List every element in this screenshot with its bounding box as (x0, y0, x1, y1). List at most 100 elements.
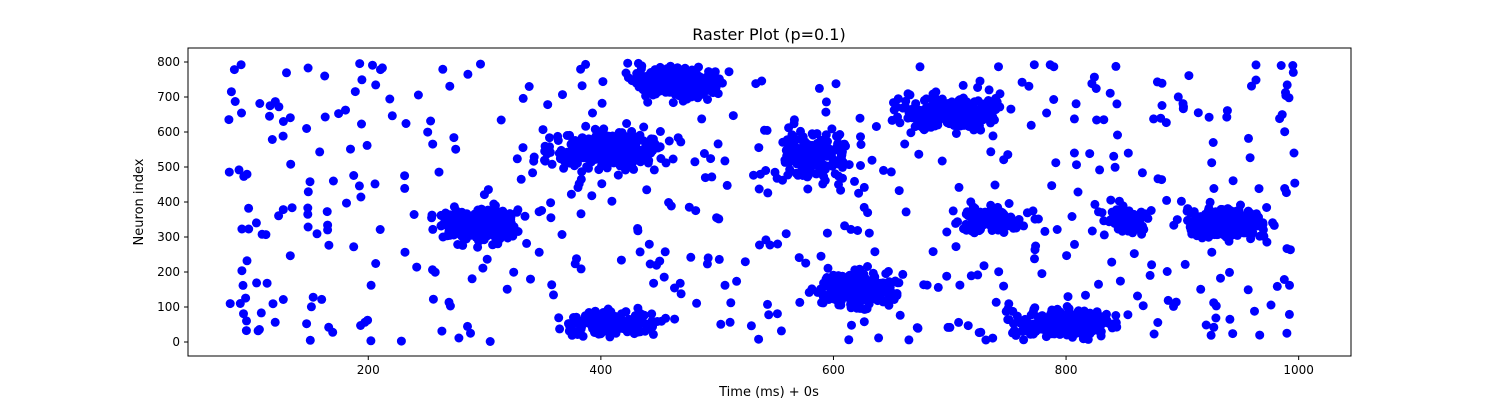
spike-point (800, 137, 810, 147)
spike-point (1052, 225, 1062, 234)
spike-point (496, 115, 506, 125)
spike-point (856, 140, 866, 149)
spike-point (1146, 206, 1156, 215)
spike-point (1244, 214, 1254, 224)
spike-point (577, 133, 587, 143)
spike-point (894, 186, 904, 196)
spike-point (317, 294, 327, 304)
spike-point (1228, 176, 1238, 186)
spike-point (597, 98, 607, 108)
spike-point (285, 251, 295, 261)
spike-point (1137, 229, 1147, 239)
spike-point (898, 269, 908, 279)
spike-point (308, 292, 318, 302)
spike-point (357, 119, 366, 129)
spike-point (647, 309, 657, 319)
spike-point (1289, 148, 1299, 158)
spike-point (892, 290, 902, 300)
spike-point (1222, 106, 1232, 116)
spike-point (846, 272, 856, 282)
spike-point (255, 99, 265, 108)
spike-point (803, 184, 813, 194)
spike-point (1070, 239, 1079, 249)
spike-point (1149, 329, 1159, 339)
spike-point (265, 111, 274, 121)
spike-point (566, 139, 576, 149)
spike-point (1089, 72, 1099, 82)
spike-point (1123, 310, 1133, 320)
plot-frame (187, 47, 1352, 357)
spike-point (1207, 247, 1217, 257)
spike-point (256, 308, 266, 318)
spike-point (979, 261, 989, 271)
spike-point (547, 159, 557, 169)
spike-point (473, 229, 483, 239)
spike-point (504, 227, 514, 236)
spike-point (528, 168, 538, 178)
spike-point (349, 242, 359, 252)
spike-point (613, 170, 623, 180)
spike-point (315, 147, 325, 157)
spike-point (684, 70, 694, 80)
spike-point (588, 108, 597, 118)
spike-point (755, 240, 764, 250)
spike-point (1035, 313, 1045, 323)
spike-point (901, 207, 911, 217)
spike-point (413, 90, 423, 100)
spike-point (603, 304, 613, 314)
spike-point (244, 203, 254, 213)
spike-point (754, 334, 764, 344)
spike-point (951, 129, 961, 138)
spike-point (1204, 203, 1214, 213)
spike-point (699, 149, 709, 158)
spike-point (1281, 88, 1290, 97)
spike-point (362, 140, 372, 150)
spike-point (242, 316, 251, 326)
spike-point (461, 214, 471, 224)
spike-point (822, 291, 832, 301)
spike-point (992, 97, 1002, 107)
spike-point (278, 117, 288, 126)
spike-point (919, 124, 928, 134)
spike-point (436, 221, 446, 231)
spike-point (1123, 226, 1133, 236)
y-tick-label: 100 (157, 300, 180, 314)
spike-point (490, 226, 500, 236)
spike-point (545, 133, 554, 143)
spike-point (675, 278, 685, 288)
spike-point (491, 235, 501, 245)
x-axis-label: Time (ms) + 0s (718, 385, 819, 400)
spike-point (376, 65, 385, 75)
spike-point (855, 113, 865, 123)
spike-point (635, 247, 645, 257)
spike-point (538, 125, 548, 135)
spike-point (764, 310, 774, 320)
spike-point (1006, 213, 1016, 223)
spike-point (703, 85, 713, 95)
spike-point (649, 165, 659, 175)
spike-point (1245, 153, 1255, 163)
spike-point (859, 202, 869, 212)
spike-point (546, 198, 556, 208)
spike-point (1109, 151, 1119, 161)
spike-point (355, 59, 365, 69)
spike-point (1288, 67, 1298, 77)
spike-point (762, 125, 772, 135)
spike-point (1064, 304, 1074, 314)
spike-point (349, 171, 359, 180)
spike-point (757, 76, 767, 86)
spike-point (274, 102, 284, 112)
spike-point (1238, 226, 1248, 236)
spike-point (428, 265, 437, 275)
spike-point (320, 112, 330, 122)
spike-point (400, 183, 410, 193)
spike-point (664, 136, 674, 146)
spike-point (566, 189, 576, 199)
spike-point (274, 211, 284, 221)
spike-point (1180, 259, 1190, 269)
spike-point (1087, 323, 1096, 333)
spike-point (328, 176, 338, 186)
spike-point (1157, 78, 1167, 88)
spike-point (590, 124, 600, 134)
spike-point (478, 263, 488, 273)
